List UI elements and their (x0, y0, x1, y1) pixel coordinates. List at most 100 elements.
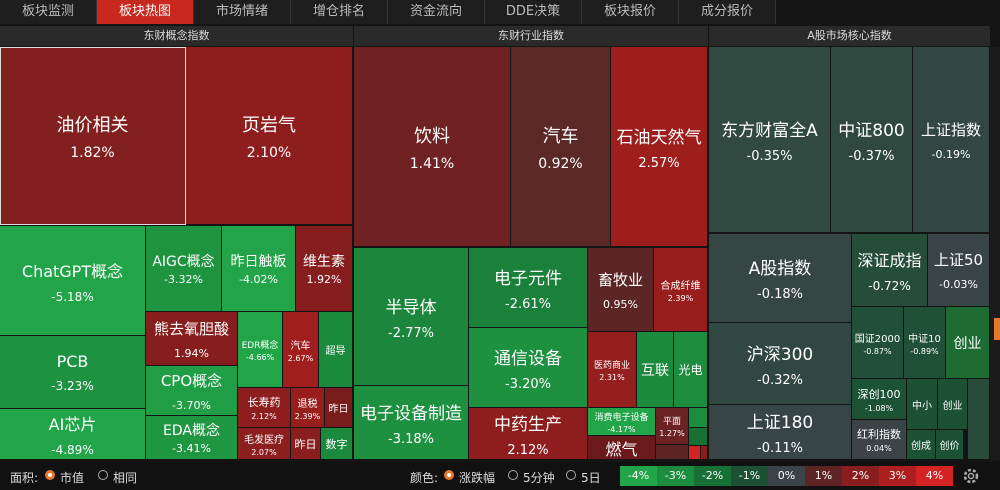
radio[interactable] (444, 470, 454, 480)
area-option[interactable]: 相同 (113, 471, 138, 485)
tile[interactable]: 燃气 (588, 436, 655, 459)
tile[interactable]: 中证800 -0.37% (831, 47, 912, 232)
tile[interactable] (968, 379, 989, 459)
tile[interactable]: 上证180 -0.11% (709, 405, 851, 459)
tile[interactable]: 上证50 -0.03% (928, 234, 989, 306)
radio[interactable] (98, 470, 108, 480)
tile[interactable]: 熊去氧胆酸 1.94% (146, 312, 237, 365)
tile[interactable]: 昨日 (291, 428, 320, 459)
tile[interactable]: 维生素 1.92% (296, 226, 352, 311)
tile[interactable]: 上证指数 -0.19% (913, 47, 989, 232)
tile[interactable]: 创业 (946, 307, 989, 378)
tile[interactable]: 饮料 1.41% (354, 47, 510, 246)
tile[interactable]: 昨日 (325, 388, 352, 427)
tile[interactable]: 页岩气 2.10% (186, 47, 352, 224)
tile[interactable]: 国证2000 -0.87% (852, 307, 903, 378)
tile-change: -2.61% (505, 296, 551, 312)
tab[interactable]: 成分报价 (679, 0, 776, 24)
tile[interactable]: 超导 (319, 312, 352, 387)
tile[interactable]: PCB -3.23% (0, 336, 145, 408)
tile-change: 1.27% (659, 429, 685, 438)
tile-name: 汽车 (290, 340, 311, 352)
color-option[interactable]: 5日 (581, 471, 601, 485)
tile[interactable]: 半导体 -2.77% (354, 248, 468, 385)
tile[interactable]: 畜牧业 0.95% (588, 248, 653, 331)
tab[interactable]: DDE决策 (485, 0, 582, 24)
tab[interactable]: 板块报价 (582, 0, 679, 24)
tile[interactable]: 红利指数 0.04% (852, 420, 906, 459)
tile[interactable]: 电子设备制造 -3.18% (354, 386, 468, 459)
tile[interactable]: 通信设备 -3.20% (469, 328, 587, 407)
tile-change: 1.82% (70, 144, 115, 161)
tile[interactable]: 消费电子设备 -4.17% (588, 408, 655, 435)
tile[interactable]: 创价 (936, 430, 963, 459)
color-option[interactable]: 涨跌幅 (459, 471, 496, 485)
tile-name: 超导 (325, 346, 346, 357)
side-handle[interactable] (994, 318, 1000, 340)
tile[interactable] (689, 408, 707, 427)
tile[interactable]: CPO概念 -3.70% (146, 366, 237, 415)
tile[interactable]: 东方财富全A -0.35% (709, 47, 830, 232)
radio[interactable] (45, 470, 55, 480)
color-option[interactable]: 5分钟 (523, 471, 555, 485)
tile[interactable]: 长寿药 2.12% (238, 388, 290, 427)
radio[interactable] (508, 470, 518, 480)
tile[interactable]: 退税 2.39% (291, 388, 324, 427)
tile-name: 中证800 (838, 120, 905, 141)
tile[interactable]: 中药生产 2.12% (469, 408, 587, 459)
tile[interactable]: 电子元件 -2.61% (469, 248, 587, 327)
tile[interactable]: 光电 (674, 332, 707, 407)
tile-change: -5.18% (51, 289, 94, 304)
tile[interactable]: 汽车 0.92% (511, 47, 610, 246)
tile[interactable]: AIGC概念 -3.32% (146, 226, 221, 311)
tile[interactable]: 中证10 -0.89% (904, 307, 945, 378)
radio[interactable] (566, 470, 576, 480)
tile[interactable] (689, 428, 707, 445)
tile[interactable]: 深创100 -1.08% (852, 379, 906, 419)
selection-border (0, 47, 186, 225)
tile-name: 平面 (662, 417, 681, 427)
tile[interactable]: 油价相关 1.82% (0, 47, 185, 224)
tile[interactable]: EDR概念 -4.66% (238, 312, 282, 387)
tile[interactable]: 昨日触板 -4.02% (222, 226, 295, 311)
legend-item: 1% (805, 466, 842, 486)
tile[interactable]: A股指数 -0.18% (709, 234, 851, 322)
tile[interactable]: 合成纤维 2.39% (654, 248, 707, 331)
tile-name: 昨日 (294, 437, 317, 451)
tile[interactable]: 数字 (321, 428, 352, 459)
legend-item: 0% (768, 466, 805, 486)
tile[interactable]: ChatGPT概念 -5.18% (0, 226, 145, 335)
tile[interactable]: 汽车 2.67% (283, 312, 318, 387)
tile[interactable] (701, 446, 707, 459)
tab[interactable]: 板块监测 (0, 0, 97, 24)
tab[interactable]: 板块热图 (97, 0, 194, 24)
settings-icon[interactable] (962, 467, 980, 485)
tile-name: 电子设备制造 (360, 403, 462, 424)
tile-name: AI芯片 (48, 415, 97, 434)
tile[interactable]: 创业 (938, 379, 967, 429)
section-header: 东财行业指数 (354, 26, 708, 46)
tile[interactable]: EDA概念 -3.41% (146, 416, 237, 459)
tile[interactable] (656, 445, 688, 459)
tile-change: -3.18% (388, 431, 434, 447)
tile[interactable] (689, 446, 700, 459)
tile[interactable]: AI芯片 -4.89% (0, 409, 145, 459)
tile-name: 沪深300 (746, 344, 814, 365)
tile[interactable]: 石油天然气 2.57% (611, 47, 707, 246)
tile-change: 1.94% (174, 346, 209, 360)
tile[interactable]: 创成 (907, 430, 935, 459)
tile-name: 退税 (297, 398, 318, 410)
tile[interactable]: 中小 (907, 379, 937, 429)
tab[interactable]: 市场情绪 (194, 0, 291, 24)
tile-name: 半导体 (385, 297, 437, 318)
tile[interactable]: 毛发医疗 2.07% (238, 428, 290, 459)
tile[interactable]: 深证成指 -0.72% (852, 234, 927, 306)
tile-name: ChatGPT概念 (21, 261, 124, 281)
tab[interactable]: 增仓排名 (291, 0, 388, 24)
tile[interactable]: 互联 (637, 332, 673, 407)
area-option[interactable]: 市值 (60, 471, 85, 485)
tile[interactable]: 沪深300 -0.32% (709, 323, 851, 404)
tab[interactable]: 资金流向 (388, 0, 485, 24)
tile[interactable]: 平面 1.27% (656, 408, 688, 444)
tile[interactable]: 医药商业 2.31% (588, 332, 636, 407)
